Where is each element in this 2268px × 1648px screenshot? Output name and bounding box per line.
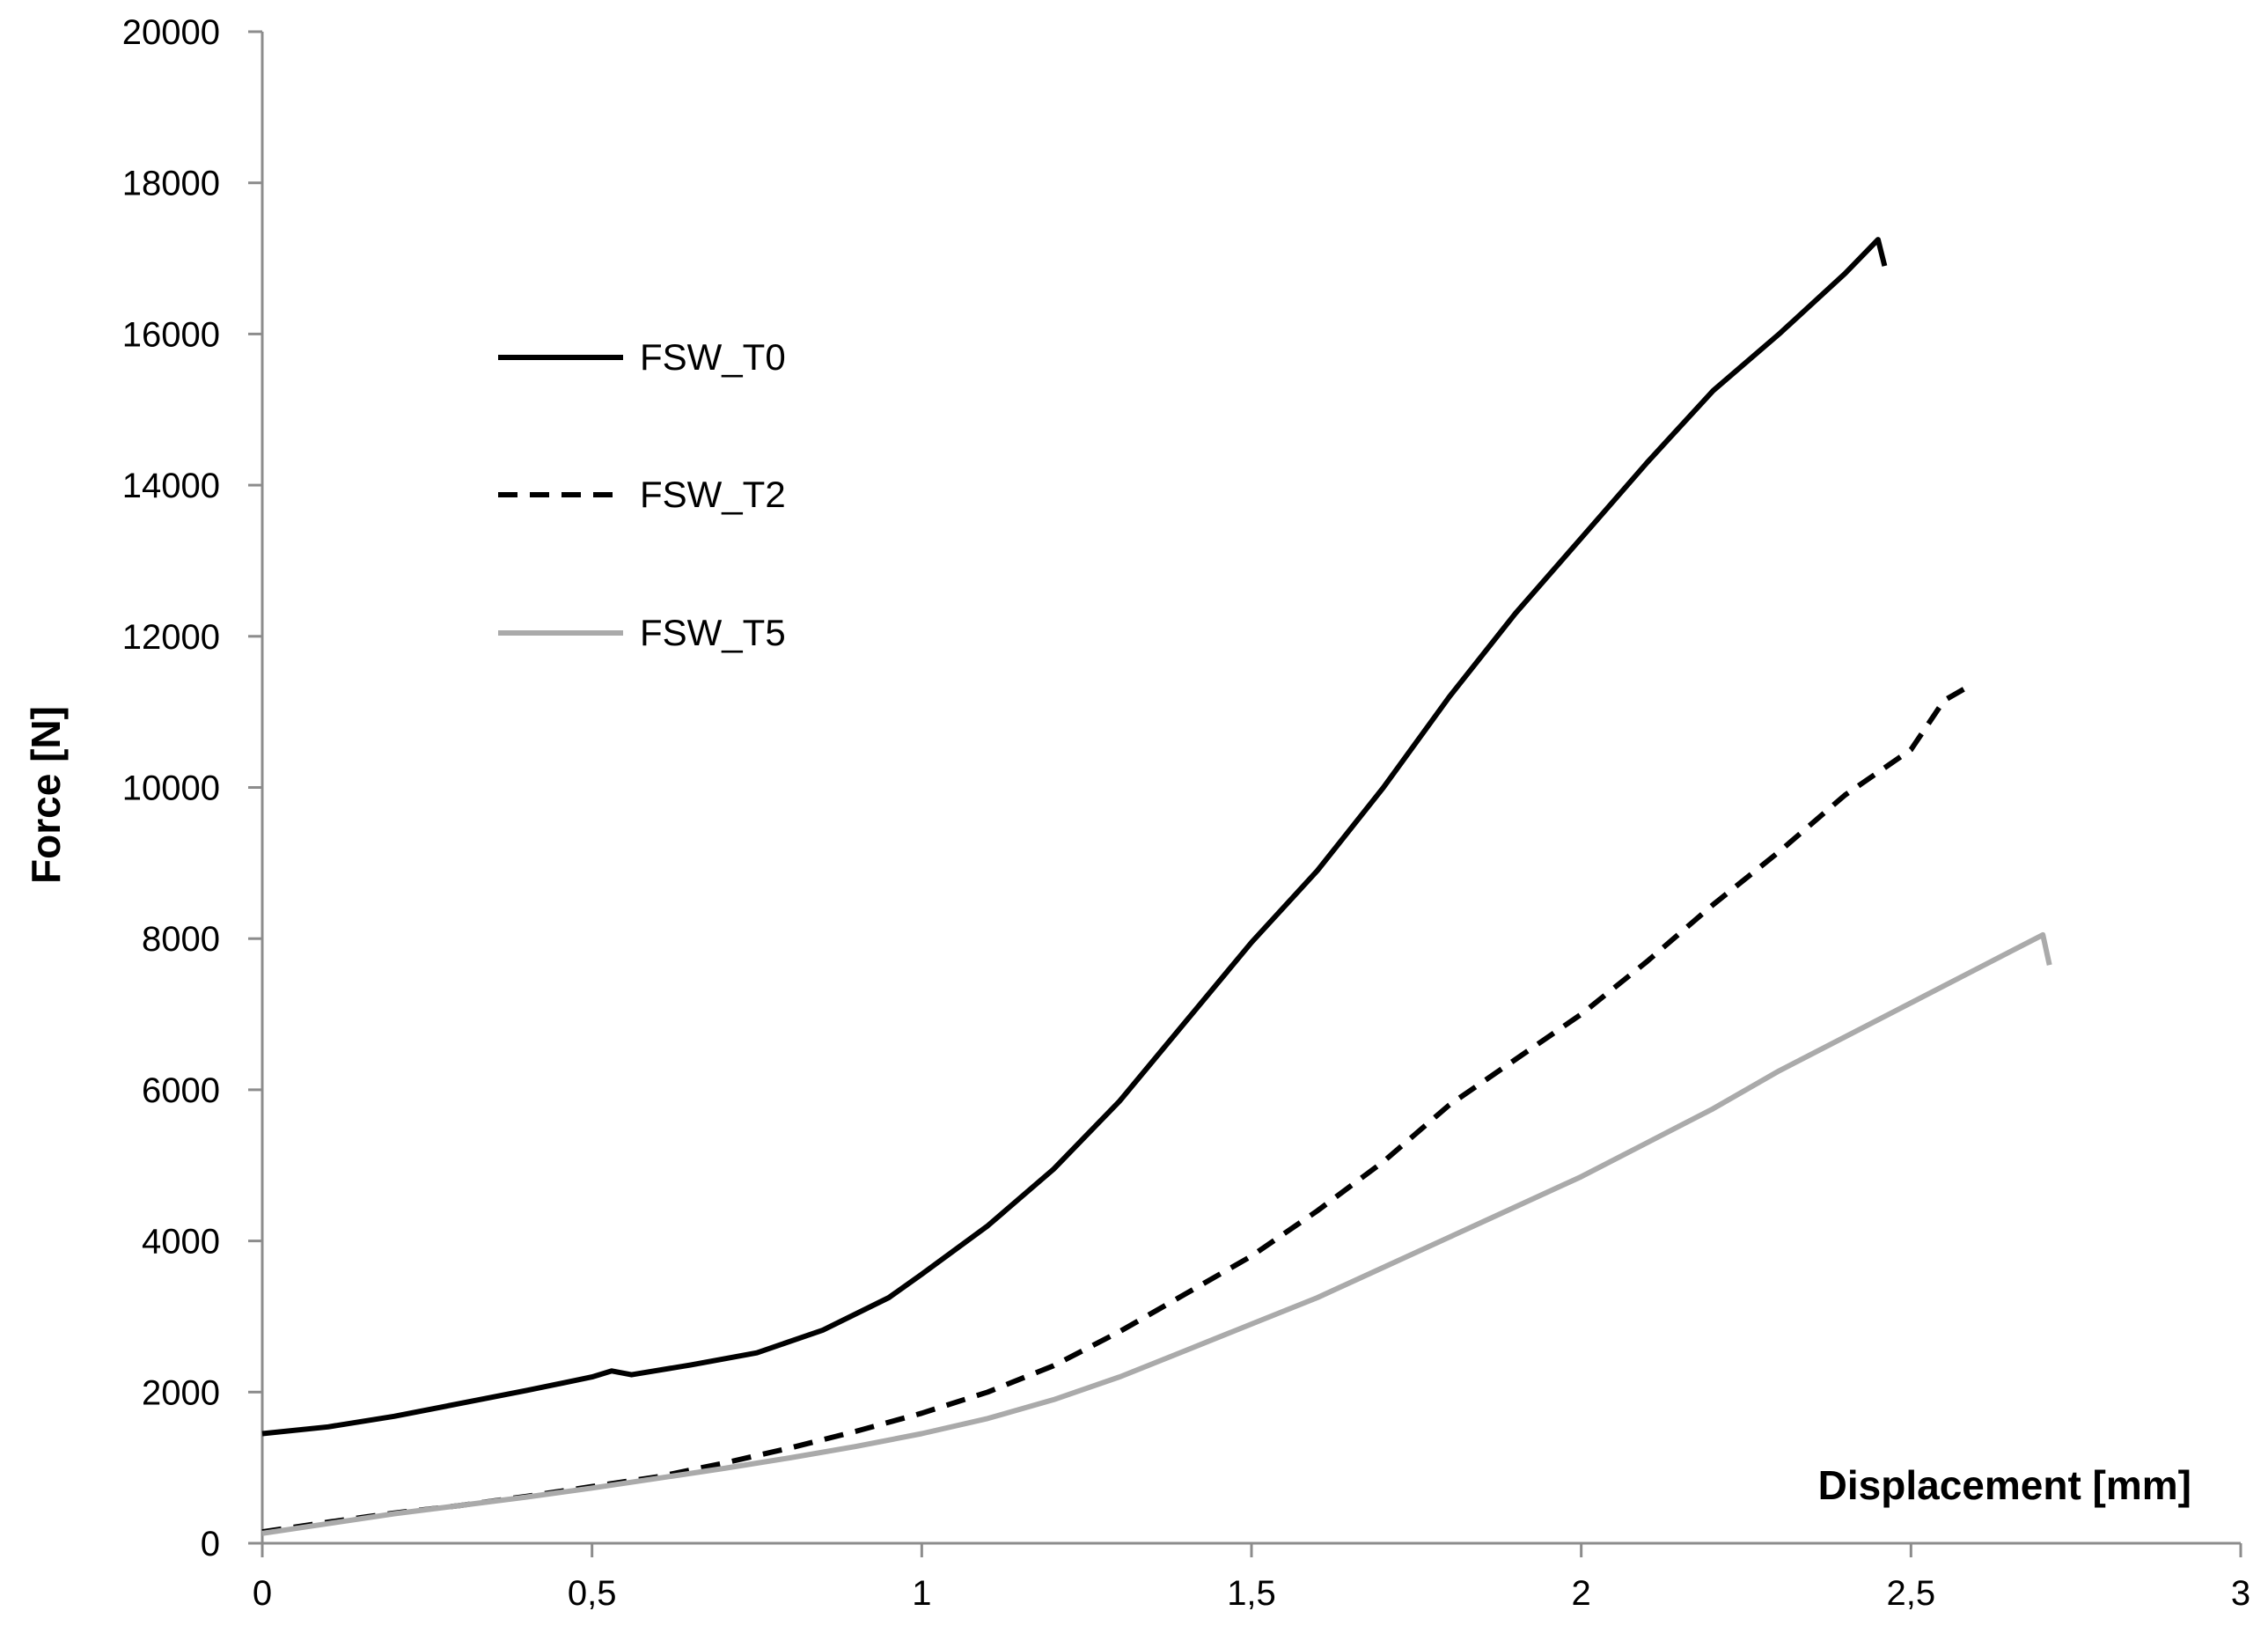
x-tick-label: 3 (2231, 1574, 2250, 1613)
x-tick-label: 2,5 (1887, 1574, 1936, 1613)
x-tick-label: 0,5 (568, 1574, 617, 1613)
y-tick-label: 4000 (142, 1223, 220, 1262)
tick-marks (248, 30, 2242, 1557)
x-tick-label: 2 (1572, 1574, 1591, 1613)
y-tick-label: 14000 (122, 467, 220, 505)
x-tick-label: 0 (253, 1574, 272, 1613)
y-axis-title: Force [N] (23, 706, 69, 884)
y-tick-label: 0 (201, 1525, 220, 1563)
legend-label: FSW_T5 (640, 612, 786, 653)
x-tick-label: 1 (912, 1574, 931, 1613)
y-tick-labels: 0 2000 4000 6000 8000 10000 12000 14000 16000 180… (122, 13, 220, 1563)
series-lines (261, 237, 2052, 1536)
y-tick-label: 8000 (142, 920, 220, 959)
axes (261, 32, 2241, 1545)
y-tick-label: 18000 (122, 165, 220, 203)
y-tick-label: 20000 (122, 13, 220, 52)
series-line-fsw-t0 (261, 237, 1888, 1437)
x-tick-label: 1,5 (1227, 1574, 1276, 1613)
y-tick-label: 6000 (142, 1071, 220, 1110)
legend: FSW_T0 FSW_T2 FSW_T5 (498, 336, 786, 653)
x-axis-title: Displacement [mm] (1818, 1462, 2191, 1508)
legend-label: FSW_T0 (640, 336, 786, 378)
y-tick-label: 12000 (122, 618, 220, 657)
series-line-fsw-t5 (261, 931, 2052, 1536)
x-tick-labels: 0 0,5 1 1,5 2 2,5 3 (253, 1574, 2250, 1613)
y-tick-label: 2000 (142, 1373, 220, 1412)
y-tick-label: 16000 (122, 315, 220, 354)
legend-label: FSW_T2 (640, 474, 786, 515)
y-tick-label: 10000 (122, 769, 220, 808)
